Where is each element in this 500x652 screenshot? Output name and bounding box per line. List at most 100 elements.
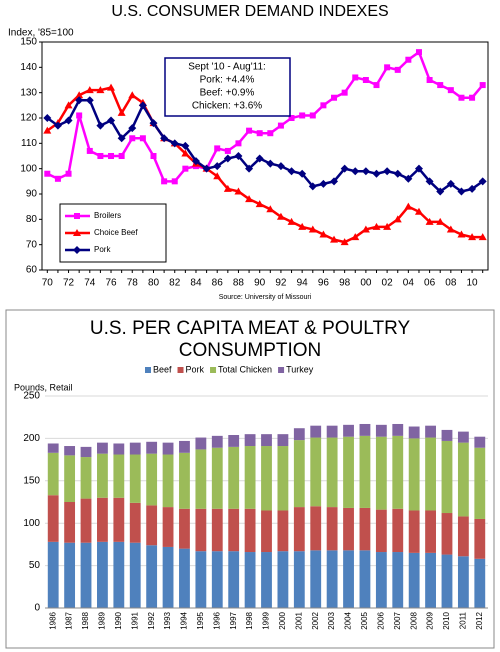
x-tick-label: 90 [254,278,266,289]
x-tick-label: 1997 [229,611,238,629]
marker [75,96,84,105]
marker [478,177,487,186]
marker [182,165,189,172]
bar-segment [80,446,92,458]
marker [213,172,222,180]
marker [404,174,413,183]
marker [149,119,158,128]
bar-segment [277,510,289,552]
bar-segment [244,434,256,447]
bar-segment [146,441,158,454]
marker [266,159,275,168]
legend-label: Total Chicken [218,364,272,374]
marker [276,212,285,220]
marker [43,114,52,122]
marker [150,153,157,159]
bar-segment [261,434,272,447]
bar-segment [457,516,469,557]
marker [447,87,454,94]
marker [245,164,254,173]
bar-segment [441,440,453,514]
y-tick-label: 100 [20,163,37,174]
bar-segment [113,497,125,542]
bar-segment [211,435,223,448]
marker [170,139,179,148]
marker [128,124,137,133]
bar-segment [474,518,486,559]
bar-segment [80,498,92,543]
x-tick-label: 70 [42,278,54,289]
marker [383,167,392,176]
bar-segment [441,429,453,441]
marker [308,225,317,233]
y-tick-label: 250 [23,391,40,402]
bar-segment [228,435,240,447]
x-tick-label: 1986 [48,611,57,629]
bar-segment [457,442,469,517]
bar-segment [195,508,207,552]
marker [54,175,61,182]
bar-segment [343,550,354,608]
marker [64,116,73,125]
bar-segment [47,452,59,496]
x-tick-label: 1988 [81,611,90,629]
bar-segment [179,548,190,608]
x-tick-label: 92 [275,278,287,289]
bar-segment [80,542,92,608]
x-tick-label: 1999 [262,611,271,629]
bar-segment [179,440,190,453]
bar-segment [326,507,338,551]
marker [246,127,253,134]
marker [308,182,317,191]
bar-segment [179,452,190,509]
x-tick-label: 2009 [426,611,435,629]
bar-segment [425,510,436,553]
legend-label: Choice Beef [94,228,138,237]
marker [320,102,327,109]
x-tick-label: 2011 [458,611,467,629]
marker [426,77,433,83]
bar-segment [64,446,76,456]
bar-segment [195,449,207,509]
y-tick-label: 100 [23,518,40,529]
bar-segment [293,507,305,552]
bar-segment [375,552,387,608]
marker [64,101,73,109]
marker [373,82,380,89]
bar-segment [408,510,420,553]
marker [469,94,476,101]
bar-segment [457,556,469,608]
chart-title: U.S. PER CAPITA MEAT & POULTRY CONSUMPTI… [89,318,411,361]
legend-swatch [210,367,217,373]
x-tick-label: 1990 [114,611,123,629]
y-tick-label: 50 [29,560,41,571]
bar-segment [392,508,404,553]
bar-segment [326,437,338,508]
x-tick-label: 2008 [409,611,418,629]
bar-segment [113,454,125,498]
bar-segment [277,551,289,608]
bar-segment [375,509,387,553]
x-tick-label: 2001 [294,611,303,629]
bar-segment [179,508,190,549]
marker [298,222,307,230]
marker [267,130,274,137]
x-tick-label: 1996 [212,611,221,629]
bar-segment [97,442,108,454]
marker [361,225,370,233]
marker [436,187,445,196]
bar-segment [47,541,59,608]
bar-segment [195,551,207,608]
x-tick-label: 08 [445,278,457,289]
bar-segment [474,436,486,448]
bar-segment [64,502,76,543]
bar-segment [392,423,404,436]
y-tick-label: 120 [20,113,37,124]
bar-segment [375,424,387,437]
marker [266,205,275,213]
annotation: Beef: +0.9% [200,88,255,99]
bar-segment [162,454,174,508]
y-tick-label: 60 [26,265,38,276]
marker [97,153,104,159]
